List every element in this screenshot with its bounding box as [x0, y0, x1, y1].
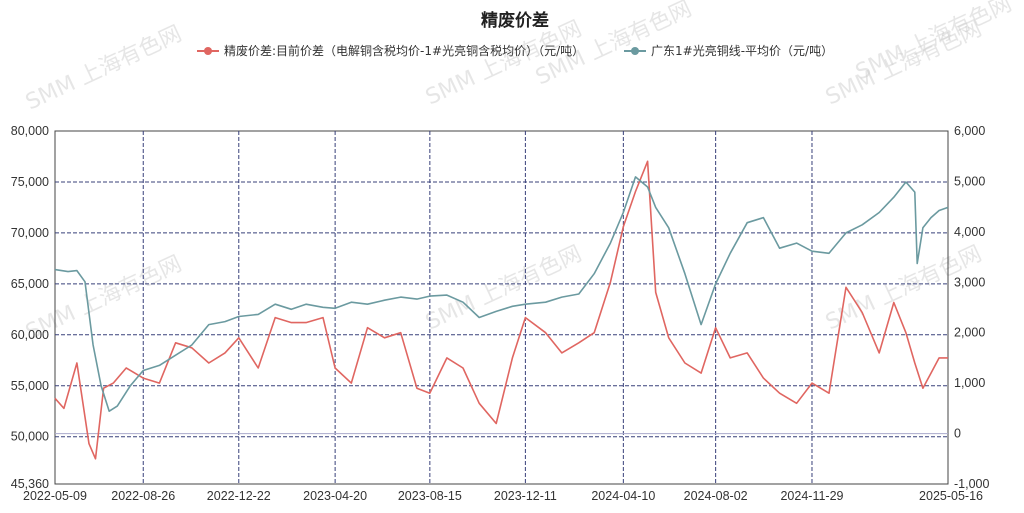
series-line-1	[54, 160, 948, 460]
right-tick-label: 1,000	[954, 376, 985, 390]
right-tick-label: -1,000	[954, 477, 989, 491]
left-tick-label: 75,000	[11, 175, 49, 189]
x-axis: 2022-05-09 2022-08-26 2022-12-22 2023-04-20…	[23, 489, 983, 503]
plot-frame	[54, 130, 949, 485]
left-tick-label: 45,360	[11, 477, 49, 491]
x-tick-label: 2025-05-16	[919, 489, 983, 503]
right-tick-label: 6,000	[954, 124, 985, 138]
left-tick-label: 80,000	[11, 124, 49, 138]
legend-marker-2	[631, 47, 639, 55]
left-tick-label: 65,000	[11, 277, 49, 291]
watermark-text: SMM 上海有色网	[22, 21, 186, 115]
left-tick-label: 70,000	[11, 226, 49, 240]
x-tick-label: 2022-08-26	[111, 489, 175, 503]
x-tick-label: 2024-08-02	[684, 489, 748, 503]
left-tick-label: 50,000	[11, 430, 49, 444]
right-tick-label: 3,000	[954, 275, 985, 289]
grid	[54, 130, 949, 485]
right-tick-label: 5,000	[954, 174, 985, 188]
legend-label-1: 精废价差:目前价差（电解铜含税均价-1#光亮铜含税均价）（元/吨）	[224, 43, 584, 58]
right-tick-label: 0	[954, 427, 961, 441]
right-tick-label: 4,000	[954, 225, 985, 239]
legend-marker-1	[204, 47, 212, 55]
x-tick-label: 2024-04-10	[591, 489, 655, 503]
watermark-text: SMM 上海有色网	[422, 241, 586, 335]
x-tick-label: 2023-04-20	[303, 489, 367, 503]
series-layer	[54, 160, 949, 460]
chart-title: 精废价差	[481, 10, 549, 31]
left-tick-label: 60,000	[11, 328, 49, 342]
x-tick-label: 2023-12-11	[494, 489, 557, 503]
legend-label-2: 广东1#光亮铜线-平均价（元/吨）	[651, 43, 833, 58]
left-tick-label: 55,000	[11, 379, 49, 393]
left-axis: 45,360 50,000 55,000 60,000 65,000 70,000 75,0…	[11, 124, 49, 491]
right-tick-label: 2,000	[954, 326, 985, 340]
series-line-2	[54, 176, 949, 413]
right-axis: -1,000 0 1,000 2,000 3,000 4,000 5,000 6,000	[954, 124, 989, 491]
x-tick-label: 2023-08-15	[398, 489, 462, 503]
x-tick-label: 2024-11-29	[780, 489, 843, 503]
legend: 精废价差:目前价差（电解铜含税均价-1#光亮铜含税均价）（元/吨） 广东1#光亮铜…	[197, 43, 833, 58]
x-tick-label: 2022-05-09	[23, 489, 87, 503]
watermark-text: SMM 上海有色网	[852, 0, 1016, 85]
x-tick-label: 2022-12-22	[207, 489, 271, 503]
